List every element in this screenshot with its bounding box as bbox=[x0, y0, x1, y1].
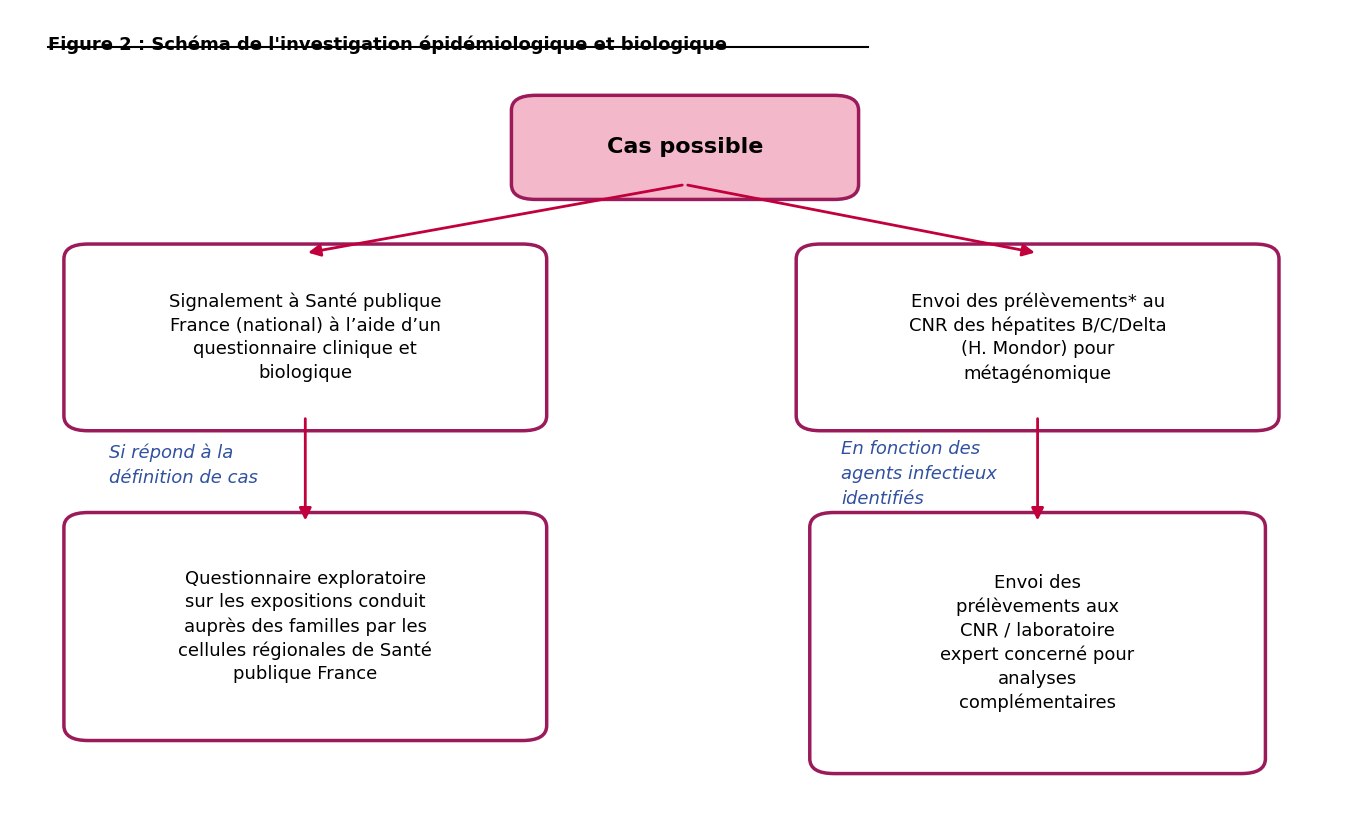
Text: Si répond à la
définition de cas: Si répond à la définition de cas bbox=[108, 444, 258, 487]
Text: Questionnaire exploratoire
sur les expositions conduit
auprès des familles par l: Questionnaire exploratoire sur les expos… bbox=[178, 570, 432, 684]
Text: Envoi des prélèvements* au
CNR des hépatites B/C/Delta
(H. Mondor) pour
métagéno: Envoi des prélèvements* au CNR des hépat… bbox=[908, 292, 1166, 383]
FancyBboxPatch shape bbox=[810, 512, 1266, 774]
FancyBboxPatch shape bbox=[511, 95, 859, 199]
Text: Signalement à Santé publique
France (national) à l’aide d’un
questionnaire clini: Signalement à Santé publique France (nat… bbox=[169, 292, 441, 382]
Text: En fonction des
agents infectieux
identifiés: En fonction des agents infectieux identi… bbox=[841, 439, 997, 507]
Text: Cas possible: Cas possible bbox=[607, 138, 763, 157]
FancyBboxPatch shape bbox=[796, 244, 1280, 431]
FancyBboxPatch shape bbox=[64, 244, 547, 431]
Text: Figure 2 : Schéma de l'investigation épidémiologique et biologique: Figure 2 : Schéma de l'investigation épi… bbox=[48, 36, 726, 55]
Text: Envoi des
prélèvements aux
CNR / laboratoire
expert concerné pour
analyses
compl: Envoi des prélèvements aux CNR / laborat… bbox=[940, 574, 1134, 712]
FancyBboxPatch shape bbox=[64, 512, 547, 741]
